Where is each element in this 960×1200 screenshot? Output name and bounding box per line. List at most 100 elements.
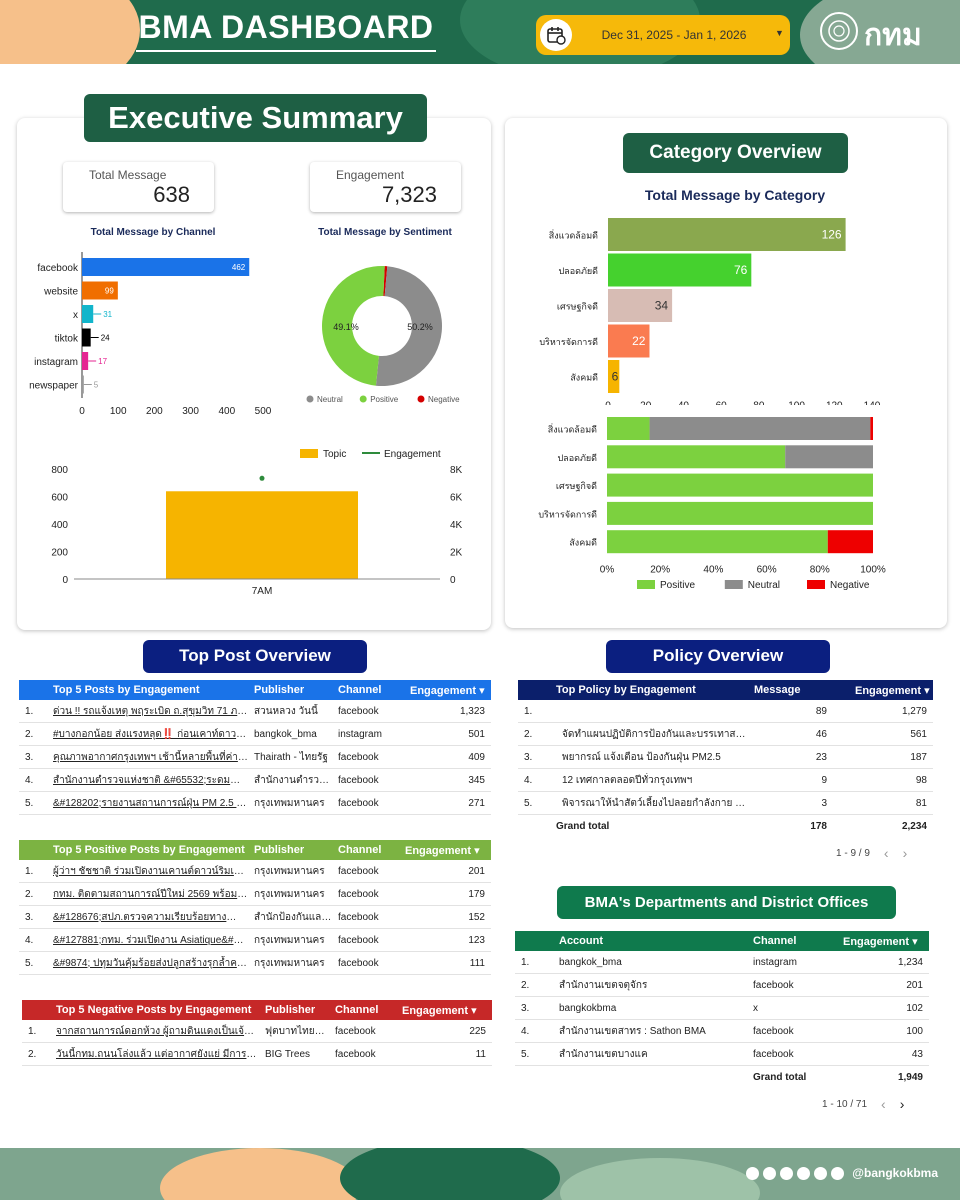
- message-count[interactable]: 46: [815, 728, 827, 740]
- column-header[interactable]: Engagement ▾: [843, 935, 918, 948]
- engagement[interactable]: 1,279: [901, 705, 927, 717]
- line-icon[interactable]: [797, 1166, 811, 1180]
- publisher: สำนักงานตำรวจแห่งชาติ: [254, 774, 332, 786]
- table-row[interactable]: 2. วันนี้กทม.ถนนโล่งแล้ว แต่อากาศยังแย่ ม…: [22, 1043, 492, 1066]
- engagement[interactable]: 81: [915, 797, 927, 809]
- column-header[interactable]: Publisher: [265, 1004, 316, 1016]
- column-header[interactable]: Publisher: [254, 844, 305, 856]
- engagement[interactable]: 102: [906, 1002, 923, 1014]
- post-title-link[interactable]: &#9874; ปทุมวันคุ้มร้อยส่งปลูกสร้างรุกล้…: [53, 957, 248, 969]
- post-title-link[interactable]: ผู้ว่าฯ ชัชชาติ ร่วมเปิดงานเคานต์ดาวน์ริ…: [53, 865, 248, 877]
- x-icon[interactable]: [746, 1166, 760, 1180]
- column-header[interactable]: Channel: [338, 684, 382, 696]
- post-title-link[interactable]: วันนี้กทม.ถนนโล่งแล้ว แต่อากาศยังแย่ มีก…: [56, 1048, 259, 1060]
- next-page-icon[interactable]: ›: [902, 845, 908, 861]
- engagement[interactable]: 345: [468, 774, 485, 786]
- engagement[interactable]: 100: [906, 1025, 923, 1037]
- engagement[interactable]: 1,234: [897, 956, 923, 968]
- table-row[interactable]: 1. ผู้ว่าฯ ชัชชาติ ร่วมเปิดงานเคานต์ดาวน์…: [19, 860, 491, 883]
- column-header[interactable]: Channel: [338, 844, 382, 856]
- engagement[interactable]: 111: [469, 957, 485, 969]
- table-row[interactable]: 1. ด่วน !! รถแจ้งเหตุ พฤระเบิด ถ.สุขุมวิท…: [19, 700, 491, 723]
- date-range-picker[interactable]: [536, 15, 790, 55]
- engagement[interactable]: 409: [468, 751, 485, 763]
- data-label: 5: [94, 381, 99, 390]
- table-row[interactable]: 4. 12 เทศกาลตลอดปีทั่วกรุงเทพฯ 9 98: [518, 769, 933, 792]
- date-range-text[interactable]: Dec 31, 2025 - Jan 1, 2026: [601, 28, 747, 42]
- column-header[interactable]: Top 5 Posts by Engagement: [53, 684, 200, 696]
- post-title-link[interactable]: #บางกอกน้อย ส่งแรงหลุด‼️ ก่อนเคาท์ดาวน์ …: [53, 728, 248, 740]
- next-page-icon[interactable]: ›: [899, 1096, 905, 1112]
- table-row[interactable]: 3. &#128676;สปภ.ตรวจความเรียบร้อยทางน้ำ พ…: [19, 906, 491, 929]
- post-title-link[interactable]: กทม. ติดตามสถานการณ์ปีใหม่ 2569 พร้อมดูแ…: [53, 888, 248, 900]
- table-row[interactable]: 2. กทม. ติดตามสถานการณ์ปีใหม่ 2569 พร้อมด…: [19, 883, 491, 906]
- engagement[interactable]: 271: [468, 797, 485, 809]
- engagement[interactable]: 179: [468, 888, 485, 900]
- social-handle[interactable]: @bangkokbma: [852, 1166, 938, 1180]
- table-row[interactable]: 3. คุณภาพอากาศกรุงเทพฯ เช้านี้หลายพื้นที่…: [19, 746, 491, 769]
- engagement[interactable]: 11: [475, 1048, 486, 1060]
- column-header[interactable]: Channel: [753, 935, 797, 947]
- table-row[interactable]: 2. สำนักงานเขตจตุจักร facebook 201: [515, 974, 929, 997]
- post-title-link[interactable]: สำนักงานตำรวจแห่งชาติ &#65532;ระดมกำลังต…: [53, 774, 248, 786]
- calendar-icon[interactable]: [540, 19, 572, 51]
- youtube-icon[interactable]: [780, 1166, 794, 1180]
- policy-name: พิจารณาให้นำสัตว์เลี้ยงไปลอยกำลังกาย ในส…: [562, 797, 748, 809]
- column-header[interactable]: Publisher: [254, 684, 305, 696]
- table-row[interactable]: 1. bangkok_bma instagram 1,234: [515, 951, 929, 974]
- table-row[interactable]: 2. จัดทำแผนปฏิบัติการป้องกันและบรรเทาสาธา…: [518, 723, 933, 746]
- engagement[interactable]: 1,323: [459, 705, 485, 717]
- table-row[interactable]: 4. &#127881;กทม. ร่วมเปิดงาน Asiatique&#8…: [19, 929, 491, 952]
- table-row[interactable]: 5. พิจารณาให้นำสัตว์เลี้ยงไปลอยกำลังกาย ใ…: [518, 792, 933, 815]
- engagement[interactable]: 561: [910, 728, 927, 740]
- engagement[interactable]: 201: [906, 979, 923, 991]
- table-row[interactable]: 4. สำนักงานเขตสาทร : Sathon BMA facebook 10…: [515, 1020, 929, 1043]
- message-count[interactable]: 9: [821, 774, 827, 786]
- post-title-link[interactable]: จากสถานการณ์ดอกห้วง ผู้ถามดินแดงเป็นเจ้า…: [56, 1025, 259, 1037]
- prev-page-icon[interactable]: ‹: [881, 1096, 886, 1112]
- engagement[interactable]: 43: [911, 1048, 923, 1060]
- column-header[interactable]: Engagement ▾: [402, 1004, 477, 1017]
- column-header[interactable]: Channel: [335, 1004, 379, 1016]
- chevron-down-icon[interactable]: ▼: [775, 28, 784, 38]
- category-label: บริหารจัดการดี: [538, 509, 597, 519]
- prev-page-icon[interactable]: ‹: [883, 845, 889, 861]
- table-row[interactable]: 1. 89 1,279: [518, 700, 933, 723]
- column-header[interactable]: Engagement ▾: [405, 844, 480, 857]
- column-header[interactable]: Top 5 Positive Posts by Engagement: [53, 844, 245, 856]
- table-row[interactable]: 5. &#9874; ปทุมวันคุ้มร้อยส่งปลูกสร้างรุก…: [19, 952, 491, 975]
- column-header[interactable]: Engagement ▾: [855, 684, 930, 697]
- column-header[interactable]: Message: [754, 684, 801, 696]
- post-title-link[interactable]: &#127881;กทม. ร่วมเปิดงาน Asiatique&#821…: [53, 934, 248, 946]
- engagement[interactable]: 152: [468, 911, 485, 923]
- post-title-link[interactable]: &#128676;สปภ.ตรวจความเรียบร้อยทางน้ำ พื้…: [53, 911, 248, 923]
- engagement[interactable]: 201: [468, 865, 485, 877]
- engagement[interactable]: 501: [468, 728, 485, 740]
- engagement[interactable]: 187: [910, 751, 927, 763]
- table-row[interactable]: 5. &#128202;รายงานสถานการณ์ฝุ่น PM 2.5 ใน…: [19, 792, 491, 815]
- table-row[interactable]: 2. #บางกอกน้อย ส่งแรงหลุด‼️ ก่อนเคาท์ดาวน…: [19, 723, 491, 746]
- message-count[interactable]: 89: [815, 705, 827, 717]
- post-title-link[interactable]: ด่วน !! รถแจ้งเหตุ พฤระเบิด ถ.สุขุมวิท 7…: [53, 705, 248, 717]
- table-row[interactable]: 5. สำนักงานเขตบางแค facebook 43: [515, 1043, 929, 1066]
- column-header[interactable]: Top 5 Negative Posts by Engagement: [56, 1004, 252, 1016]
- column-header[interactable]: Engagement ▾: [410, 684, 485, 697]
- publisher: ฟุตบาทไทยแลนด์: [265, 1025, 329, 1037]
- engagement[interactable]: 123: [468, 934, 485, 946]
- y-tick-label-left: 200: [51, 548, 68, 559]
- post-title-link[interactable]: &#128202;รายงานสถานการณ์ฝุ่น PM 2.5 ในกร…: [53, 797, 248, 809]
- column-header[interactable]: Top Policy by Engagement: [556, 684, 696, 696]
- tiktok-icon[interactable]: [831, 1166, 845, 1180]
- table-row[interactable]: 1. จากสถานการณ์ดอกห้วง ผู้ถามดินแดงเป็นเจ…: [22, 1020, 492, 1043]
- engagement[interactable]: 225: [469, 1025, 486, 1037]
- table-row[interactable]: 4. สำนักงานตำรวจแห่งชาติ &#65532;ระดมกำลั…: [19, 769, 491, 792]
- table-row[interactable]: 3. bangkokbma x 102: [515, 997, 929, 1020]
- column-header[interactable]: Account: [559, 935, 603, 947]
- engagement[interactable]: 98: [915, 774, 927, 786]
- table-row[interactable]: 3. พยากรณ์ แจ้งเตือน ป้องกันฝุ่น PM2.5 23 1…: [518, 746, 933, 769]
- message-count[interactable]: 3: [821, 797, 827, 809]
- facebook-icon[interactable]: [763, 1166, 777, 1180]
- post-title-link[interactable]: คุณภาพอากาศกรุงเทพฯ เช้านี้หลายพื้นที่ค่…: [53, 751, 248, 763]
- message-count[interactable]: 23: [815, 751, 827, 763]
- instagram-icon[interactable]: [814, 1166, 828, 1180]
